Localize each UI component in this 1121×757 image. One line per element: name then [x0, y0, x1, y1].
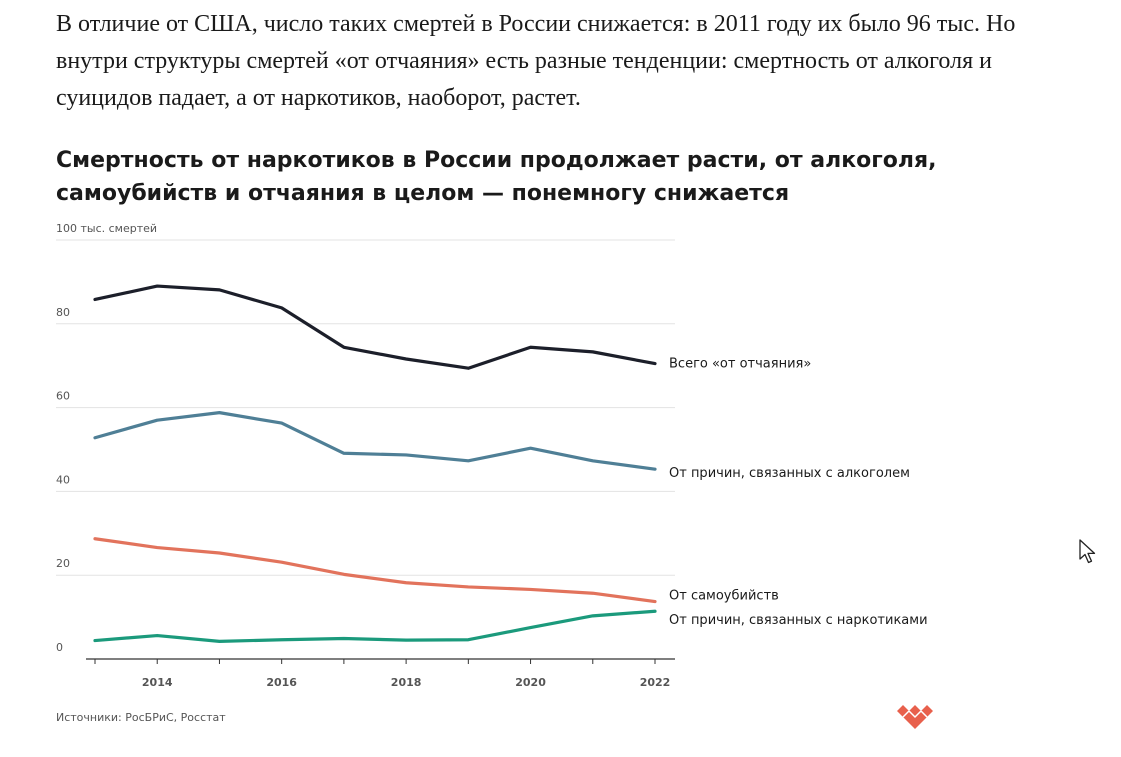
- chart-grid: [56, 239, 675, 576]
- series-label-0: Всего «от отчаяния»: [669, 357, 811, 372]
- y-tick-label-20: 20: [56, 557, 70, 570]
- source-note: Источники: РосБРиС, Росстат: [56, 711, 226, 724]
- y-tick-label-60: 60: [56, 390, 70, 403]
- series-line-3: [93, 609, 657, 644]
- series-line-2: [93, 537, 657, 604]
- series-label-3: От причин, связанных с наркотиками: [669, 613, 928, 628]
- chart-title: Смертность от наркотиков в России продол…: [56, 148, 937, 206]
- chart-series: [93, 284, 657, 644]
- series-line-1: [93, 411, 657, 471]
- hearts-logo-icon: [897, 705, 933, 729]
- x-tick-label-2022: 2022: [640, 676, 671, 689]
- series-label-2: От самоубийств: [669, 589, 779, 604]
- y-tick-label-80: 80: [56, 306, 70, 319]
- x-tick-label-2020: 2020: [515, 676, 546, 689]
- intro-paragraph: В отличие от США, число таких смертей в …: [56, 11, 1016, 111]
- y-tick-label-40: 40: [56, 473, 70, 486]
- x-tick-label-2014: 2014: [142, 676, 173, 689]
- series-line-0: [93, 284, 657, 370]
- chart-series-labels: Всего «от отчаяния» От причин, связанных …: [669, 357, 928, 629]
- series-label-1: От причин, связанных с алкоголем: [669, 466, 910, 481]
- y-tick-label-0: 0: [56, 641, 63, 654]
- x-tick-label-2016: 2016: [266, 676, 297, 689]
- chart-axes: 0 20 40 60 80 100 тыс. смертей 2014 2016 2018 202…: [56, 222, 675, 689]
- x-tick-label-2018: 2018: [391, 676, 422, 689]
- y-tick-label-100: 100 тыс. смертей: [56, 222, 157, 235]
- mouse-pointer-icon: [1079, 539, 1096, 564]
